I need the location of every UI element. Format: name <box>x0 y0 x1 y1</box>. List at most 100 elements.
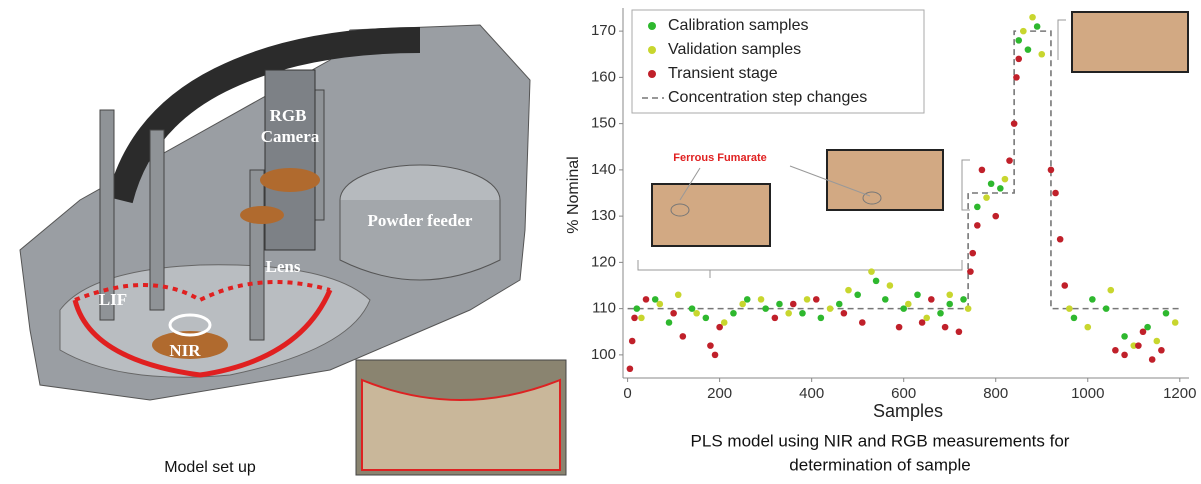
point <box>1089 296 1096 303</box>
annotation: Ferrous Fumarate <box>673 152 767 164</box>
y-tick-label: 110 <box>592 300 616 317</box>
point <box>978 166 986 174</box>
part-label: LIF <box>99 290 127 309</box>
point <box>628 337 636 345</box>
part-label: NIR <box>169 341 201 360</box>
point <box>665 319 673 326</box>
y-tick-label: 170 <box>591 22 616 39</box>
point <box>918 319 926 326</box>
point <box>1066 305 1073 312</box>
point <box>1171 319 1179 326</box>
collar <box>152 331 228 359</box>
loop-dashed <box>74 280 331 303</box>
part-label: Powder feeder <box>368 211 473 230</box>
legend-marker <box>648 46 656 54</box>
point <box>688 305 696 312</box>
micro-inset <box>826 149 944 211</box>
point <box>941 323 949 331</box>
point <box>964 305 972 312</box>
caption: PLS model using NIR and RGB measurements… <box>691 431 1070 450</box>
x-tick-label: 200 <box>707 385 732 402</box>
x-tick-label: 0 <box>623 385 631 402</box>
point <box>638 314 645 322</box>
y-tick-label: 100 <box>591 346 616 363</box>
point <box>946 291 954 299</box>
point <box>1153 337 1161 345</box>
point <box>785 309 792 317</box>
point <box>633 305 641 312</box>
point <box>1013 74 1020 81</box>
point <box>1015 37 1023 44</box>
point <box>739 300 746 308</box>
photo-content <box>361 378 561 471</box>
point <box>997 185 1004 192</box>
point <box>987 180 995 188</box>
y-tick-label: 160 <box>591 68 616 85</box>
hose <box>107 27 421 204</box>
point <box>835 300 843 308</box>
point <box>679 333 687 340</box>
point <box>1121 351 1128 359</box>
part-label: Camera <box>261 127 320 146</box>
post <box>149 129 165 311</box>
point <box>928 296 935 303</box>
point <box>1144 323 1151 331</box>
y-axis-label: % Nominal <box>565 156 582 233</box>
point <box>937 309 944 317</box>
collar <box>240 206 284 224</box>
point <box>1070 314 1078 322</box>
point <box>1056 235 1064 243</box>
point <box>743 296 751 303</box>
point <box>1061 282 1069 289</box>
x-tick-label: 1200 <box>1163 385 1196 402</box>
point <box>1033 23 1041 30</box>
point <box>858 319 866 326</box>
post <box>99 109 115 321</box>
point <box>974 203 981 211</box>
point <box>1024 46 1032 53</box>
marker <box>670 203 690 217</box>
point <box>626 365 634 373</box>
point <box>1139 328 1147 336</box>
bracket <box>637 260 963 278</box>
part-label: RGB <box>270 106 307 125</box>
plate <box>59 264 371 378</box>
point <box>711 351 719 359</box>
point <box>969 249 977 257</box>
point <box>776 300 783 308</box>
x-tick-label: 400 <box>799 385 824 402</box>
point <box>983 194 990 201</box>
point <box>974 222 981 229</box>
point <box>914 291 921 299</box>
point <box>895 323 903 331</box>
point <box>693 309 700 317</box>
point <box>881 296 889 303</box>
point <box>868 268 875 275</box>
point <box>1015 55 1023 63</box>
legend-label: Calibration samples <box>668 17 809 34</box>
point <box>1135 342 1142 349</box>
point <box>946 300 954 308</box>
point <box>1112 346 1119 354</box>
point <box>1020 27 1027 35</box>
point <box>730 309 737 317</box>
micro-inset <box>1071 11 1189 73</box>
point <box>789 300 797 308</box>
part-label: Lens <box>266 257 301 276</box>
y-tick-label: 140 <box>591 161 616 178</box>
point <box>923 314 931 322</box>
caption: Model set up <box>164 459 256 476</box>
point <box>1052 189 1059 197</box>
x-tick-label: 600 <box>891 385 916 402</box>
point <box>674 291 682 299</box>
point <box>992 212 1000 220</box>
point <box>1121 333 1128 340</box>
bracket <box>961 19 1066 211</box>
point <box>817 314 825 322</box>
legend-marker <box>648 70 656 78</box>
point <box>771 314 779 322</box>
point <box>762 305 769 312</box>
point <box>1047 166 1055 174</box>
pointer <box>679 167 701 201</box>
